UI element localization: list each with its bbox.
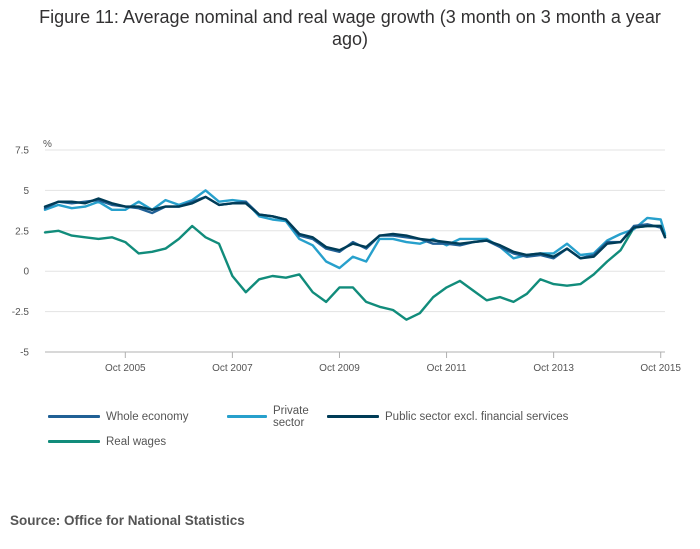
x-tick-label: Oct 2009 [319, 363, 360, 374]
gridlines [45, 149, 665, 353]
legend-swatch-whole-economy [48, 415, 100, 418]
series-lines [43, 189, 667, 321]
x-tick-label: Oct 2013 [533, 363, 574, 374]
legend-label: Whole economy [106, 410, 189, 423]
legend-label: Private sector [272, 404, 309, 429]
x-tick-label: Oct 2015 [640, 363, 681, 374]
legend-item-public-sector[interactable]: Public sector excl. financial services [327, 408, 597, 425]
x-axis: Oct 2005 Oct 2007 Oct 2009 Oct 2011 Oct 2013… [105, 352, 681, 374]
y-axis: 7.5 5 2.5 0 -2.5 -5 [12, 146, 30, 359]
y-tick-label: 0 [23, 267, 29, 278]
legend-item-whole-economy[interactable]: Whole economy [48, 408, 227, 425]
legend-label: Real wages [106, 435, 167, 448]
y-tick-label: -2.5 [12, 307, 30, 318]
source-note: Source: Office for National Statistics [10, 513, 245, 528]
x-tick-label: Oct 2007 [212, 363, 253, 374]
series-line-real-wages[interactable] [43, 224, 667, 321]
legend-item-real-wages[interactable]: Real wages [48, 433, 248, 450]
series-line-public-sector-excl-financial-services[interactable] [43, 195, 667, 260]
x-tick-label: Oct 2011 [427, 363, 467, 374]
line-chart: % 7.552.50-2.5-5 Oct 2005 Oct 2007 Oct 200… [12, 139, 682, 374]
y-tick-label: 5 [23, 186, 29, 197]
series-line-private-sector[interactable] [43, 189, 667, 270]
legend-label: Public sector excl. financial services [385, 410, 569, 423]
legend-swatch-private-sector [227, 415, 267, 418]
legend-swatch-real-wages [48, 440, 100, 443]
x-tick-label: Oct 2005 [105, 363, 146, 374]
legend: Whole economy Private sector Public sect… [48, 405, 688, 458]
chart-title: Figure 11: Average nominal and real wage… [39, 7, 661, 49]
y-axis-unit-label: % [43, 139, 52, 150]
y-tick-label: -5 [20, 348, 29, 359]
legend-swatch-public-sector [327, 415, 379, 418]
y-tick-label: 2.5 [15, 226, 29, 237]
legend-item-private-sector[interactable]: Private sector [227, 405, 327, 429]
y-tick-label: 7.5 [15, 146, 29, 157]
